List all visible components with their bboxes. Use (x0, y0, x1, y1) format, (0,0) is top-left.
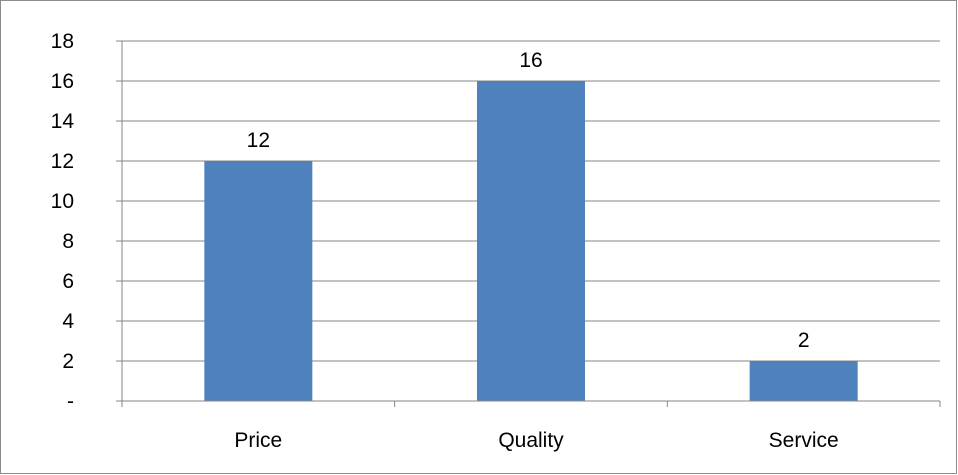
bar-quality (477, 81, 585, 401)
y-tick-label: 12 (51, 150, 74, 173)
y-tick-label: 16 (51, 70, 74, 93)
y-tick-label: 10 (51, 190, 74, 213)
y-tick-label: 4 (62, 310, 74, 333)
y-tick-label: 14 (51, 110, 75, 133)
x-category-label-price: Price (234, 429, 282, 452)
y-tick-label: 6 (62, 270, 74, 293)
axes (116, 40, 941, 407)
labels: - 2 4 6 8 10 12 14 16 18 12 Price 16 Quality 2 Service (51, 30, 839, 452)
bars (204, 81, 858, 401)
y-tick-label: 2 (62, 350, 74, 373)
y-tick-label: 8 (62, 230, 74, 253)
y-tick-label: 18 (51, 30, 74, 53)
bar-price (204, 161, 313, 401)
data-label-quality: 16 (519, 49, 542, 72)
bar-service (749, 361, 858, 401)
y-tick-label: - (67, 390, 74, 413)
x-category-label-service: Service (769, 429, 839, 452)
data-label-service: 2 (798, 329, 810, 352)
x-category-label-quality: Quality (498, 429, 564, 452)
data-label-price: 12 (247, 129, 270, 152)
